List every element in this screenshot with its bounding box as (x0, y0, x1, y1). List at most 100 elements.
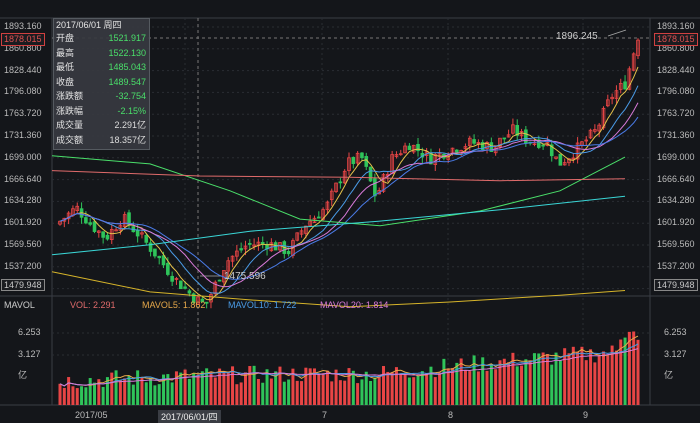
candle-body (394, 154, 399, 157)
candle-body (286, 250, 291, 255)
volume-bar (351, 370, 355, 405)
time-tick: 9 (583, 410, 589, 420)
info-value: 1522.130 (108, 47, 146, 58)
volume-bar (433, 377, 437, 405)
candle-body (558, 153, 563, 166)
candle-info-panel: 2017/06/01 周四 开盘 1521.917 最高 1522.130 最低 1485… (53, 18, 150, 150)
candle-body (148, 242, 153, 252)
volume-bar (425, 373, 429, 405)
candle-body (498, 137, 502, 148)
volume-bar (243, 372, 247, 405)
low-price-label: 1475.596 (224, 271, 266, 282)
info-value: -32.754 (115, 91, 146, 101)
volume-bar (67, 377, 71, 405)
info-value: 2.291亿 (114, 120, 146, 130)
candle-body (614, 90, 619, 99)
ma-line (51, 195, 626, 256)
info-value: 1485.043 (108, 62, 146, 72)
right-price-tick: 1828.440 (657, 64, 695, 75)
volume-bar (93, 382, 97, 405)
candle-body (407, 145, 412, 151)
mavol-label-3: MAVOL20: 1.814 (320, 300, 389, 310)
volume-bar (304, 367, 308, 405)
left-volume-tick: 3.127 (18, 349, 41, 359)
info-row: 最低 1485.043 (56, 61, 146, 74)
ma-line (51, 155, 626, 227)
volume-bar (71, 386, 75, 405)
info-row: 成交量 2.291亿 (56, 119, 146, 132)
volume-bar (412, 377, 416, 405)
volume-bar (235, 384, 239, 405)
volume-bar (537, 353, 541, 405)
volume-bar (312, 368, 316, 405)
volume-bar (632, 331, 636, 405)
candle-body (144, 234, 149, 243)
volume-bar (157, 384, 161, 405)
info-label: 成交额 (56, 134, 84, 145)
volume-bar (205, 368, 209, 405)
volume-bar (88, 378, 92, 405)
candle-body (243, 245, 248, 250)
bottom-price-flag-right: 1479.948 (654, 279, 698, 291)
candle-body (200, 298, 205, 303)
volume-bar (459, 358, 463, 405)
volume-bar (407, 377, 411, 405)
candle-body (381, 174, 386, 192)
volume-bar (218, 368, 222, 405)
volume-bar (601, 351, 605, 405)
volume-bar (187, 378, 191, 405)
volume-bar (420, 371, 424, 405)
right-price-tick: 1537.200 (657, 260, 695, 271)
left-price-tick: 1634.280 (4, 195, 42, 206)
high-price-label: 1896.245 (556, 31, 598, 42)
volume-bar (442, 358, 446, 405)
volume-bar (300, 381, 304, 405)
candle-body (58, 220, 62, 225)
volume-bar (593, 362, 597, 405)
candle-body (636, 39, 640, 57)
volume-bar (261, 382, 265, 405)
cursor-price-flag-left: 1878.015 (1, 33, 45, 46)
candle-body (157, 255, 162, 259)
volume-bar (399, 374, 403, 405)
candle-body (334, 182, 338, 193)
volume-bar (360, 379, 364, 405)
volume-bar (248, 366, 252, 405)
left-price-tick: 1763.720 (4, 108, 42, 119)
candle-body (618, 82, 623, 90)
volume-bar (174, 371, 178, 405)
right-price-tick: 1763.720 (657, 108, 695, 119)
candle-body (403, 145, 407, 154)
candle-body (597, 124, 601, 132)
volume-bar (623, 337, 627, 405)
right-price-tick: 1893.160 (657, 21, 695, 31)
candle-body (554, 156, 558, 159)
candle-body (610, 96, 614, 100)
volume-bar (446, 369, 450, 405)
volume-bar (416, 375, 420, 405)
candle-body (355, 152, 360, 164)
candle-body (575, 142, 580, 160)
candle-body (304, 225, 308, 234)
candle-body (135, 229, 140, 237)
volume-bar (528, 360, 532, 405)
left-price-tick: 1601.920 (4, 217, 42, 228)
volume-bar (131, 384, 135, 405)
candle-body (511, 124, 515, 134)
volume-indicator-label[interactable]: MAVOL (4, 300, 35, 310)
volume-bar (97, 379, 101, 405)
info-label: 成交量 (56, 120, 84, 130)
candle-body (416, 144, 420, 152)
candle-body (114, 229, 118, 232)
candle-body (217, 279, 222, 282)
volume-bar (589, 349, 593, 405)
volume-bar (75, 388, 79, 405)
candle-body (239, 248, 243, 251)
volume-bar (597, 356, 601, 405)
candle-body (368, 166, 373, 182)
volume-bar (308, 368, 312, 405)
info-row: 收盘 1489.547 (56, 76, 146, 89)
volume-bar (343, 380, 347, 405)
volume-bar (287, 379, 291, 405)
candle-body (101, 231, 105, 238)
